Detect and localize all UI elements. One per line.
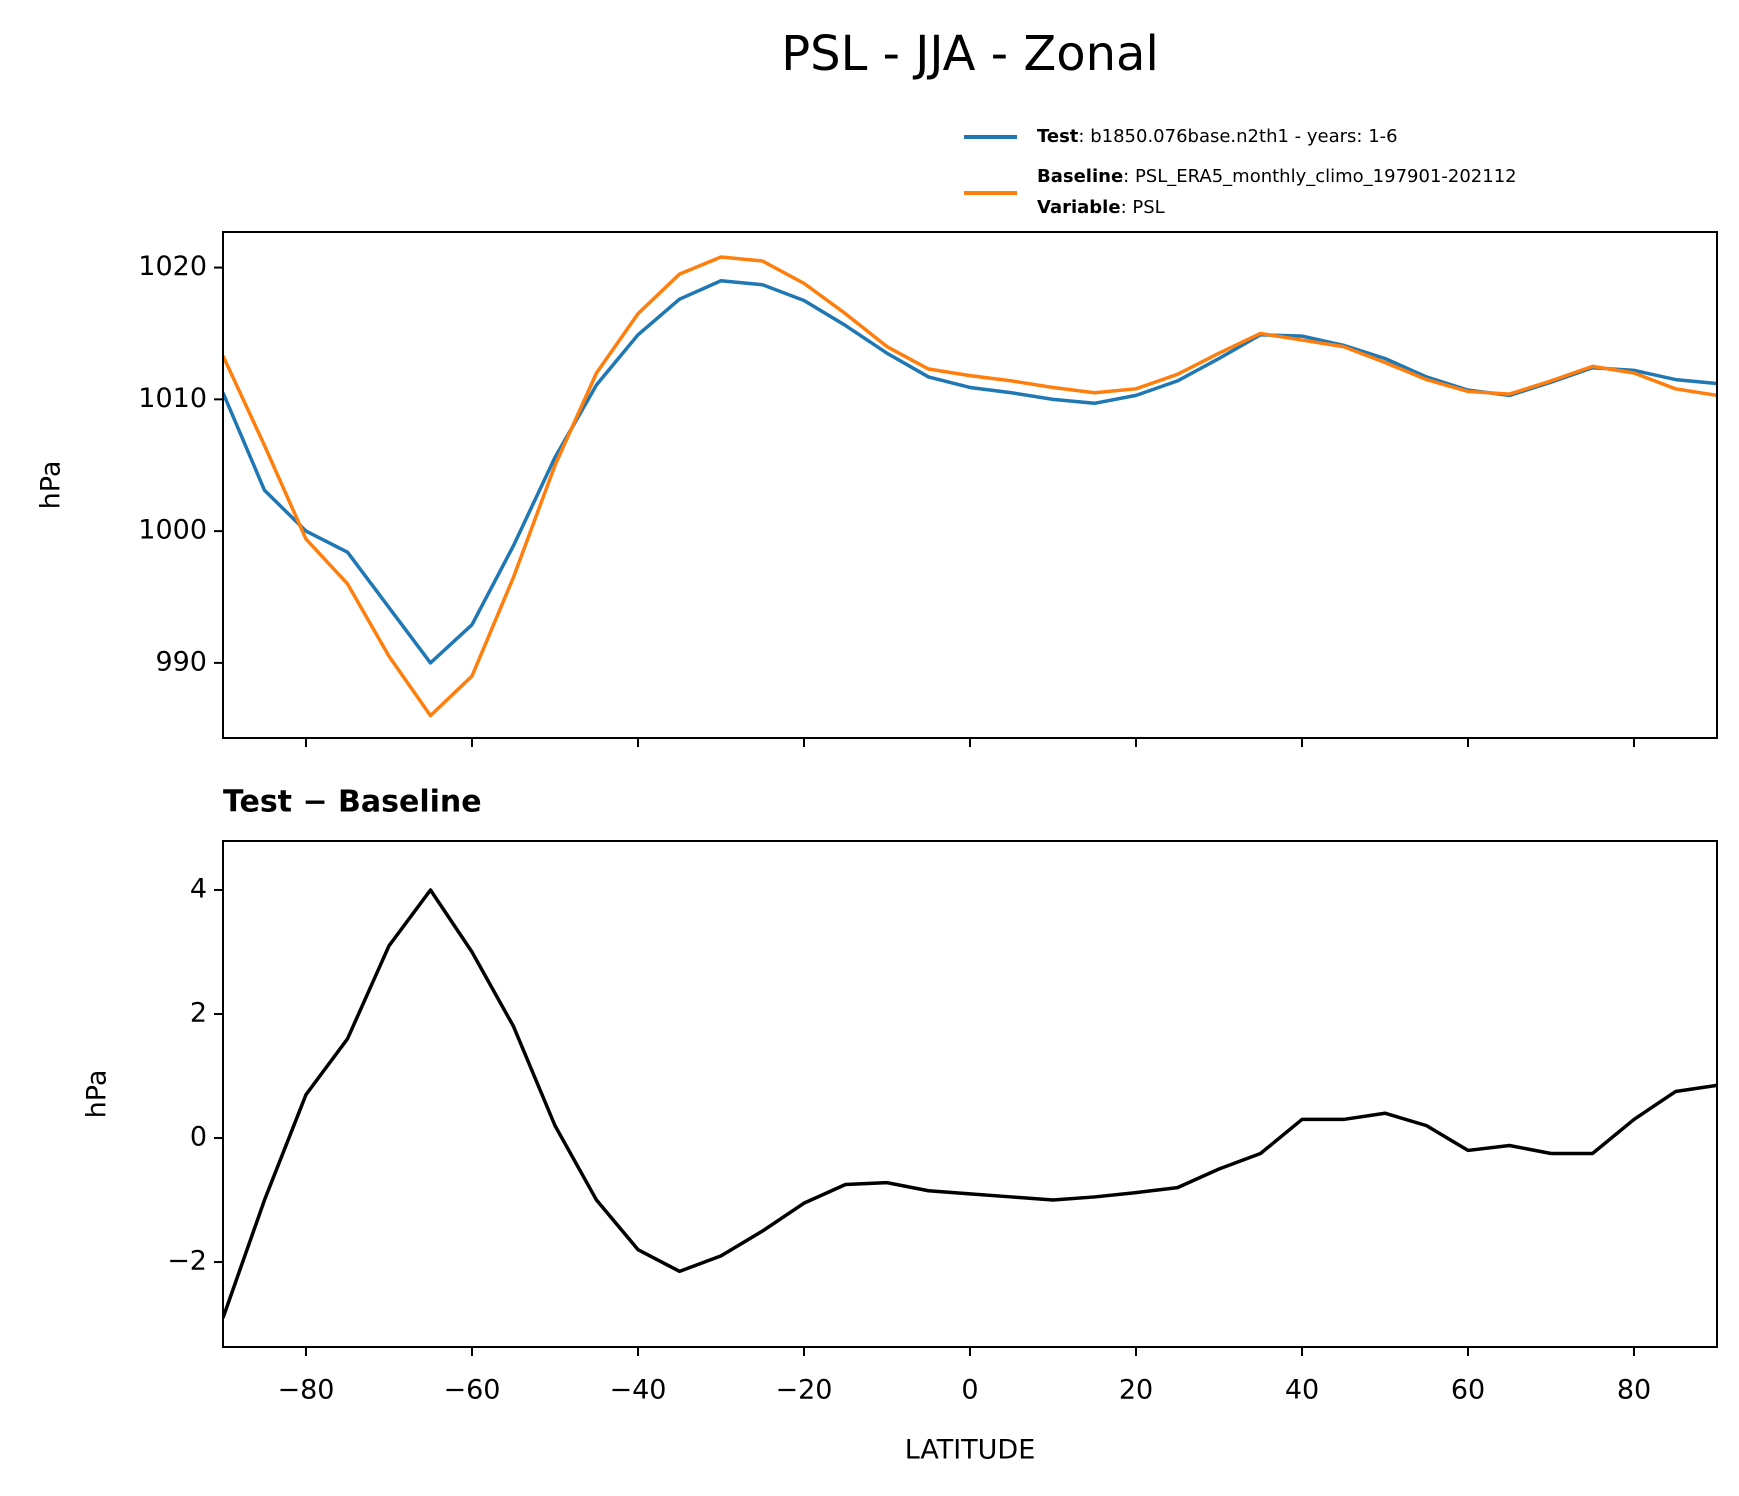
chart-title: PSL - JJA - Zonal bbox=[781, 26, 1159, 82]
x-tick-label: −60 bbox=[444, 1375, 501, 1406]
plot-frame bbox=[222, 840, 1718, 1348]
x-axis-label: LATITUDE bbox=[905, 1435, 1036, 1466]
legend-info: : b1850.076base.n2th1 - years: 1-6 bbox=[1078, 126, 1397, 147]
x-tick-label: −40 bbox=[610, 1375, 667, 1406]
y-axis-label: hPa bbox=[36, 461, 67, 510]
y-tick-label: 1010 bbox=[138, 383, 207, 414]
plot-frame bbox=[222, 231, 1718, 739]
legend-text: Variable: PSL bbox=[1037, 197, 1165, 218]
y-tick-label: 1000 bbox=[138, 515, 207, 546]
y-tick-label: 2 bbox=[190, 998, 207, 1029]
y-tick-label: 0 bbox=[190, 1122, 207, 1153]
y-tick-label: 1020 bbox=[138, 251, 207, 282]
x-tick-label: −80 bbox=[278, 1375, 335, 1406]
legend-text: Test: b1850.076base.n2th1 - years: 1-6 bbox=[1037, 126, 1398, 147]
x-tick-label: 60 bbox=[1451, 1375, 1485, 1406]
legend-name: Baseline bbox=[1037, 166, 1123, 187]
x-tick-label: −20 bbox=[776, 1375, 833, 1406]
x-tick-label: 0 bbox=[961, 1375, 978, 1406]
legend-text: Baseline: PSL_ERA5_monthly_climo_197901-… bbox=[1037, 166, 1517, 187]
x-tick-label: 40 bbox=[1285, 1375, 1319, 1406]
y-tick-label: −2 bbox=[167, 1246, 207, 1277]
legend-name: Test bbox=[1037, 126, 1079, 147]
y-axis-label: hPa bbox=[82, 1070, 113, 1119]
legend-name: Variable bbox=[1037, 197, 1121, 218]
x-tick-label: 80 bbox=[1617, 1375, 1651, 1406]
data-line bbox=[223, 255, 1717, 718]
x-tick-label: 20 bbox=[1119, 1375, 1153, 1406]
y-tick-label: 990 bbox=[155, 646, 207, 677]
legend-info: : PSL_ERA5_monthly_climo_197901-202112 bbox=[1123, 166, 1516, 187]
y-tick-label: 4 bbox=[190, 873, 207, 904]
data-line bbox=[223, 888, 1717, 1319]
subplot-title: Test − Baseline bbox=[223, 785, 482, 820]
legend-info: : PSL bbox=[1121, 197, 1165, 218]
